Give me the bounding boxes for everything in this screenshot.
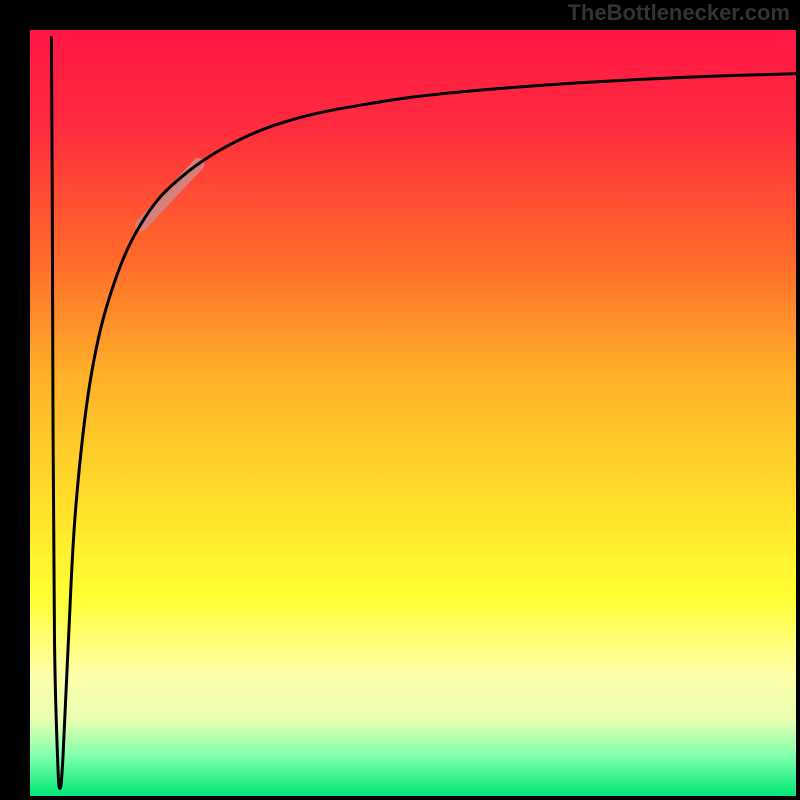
chart-svg bbox=[0, 0, 800, 800]
axis-frame-left bbox=[0, 0, 30, 800]
watermark-text: TheBottlenecker.com bbox=[567, 0, 790, 26]
chart-container: TheBottlenecker.com bbox=[0, 0, 800, 800]
gradient-background bbox=[30, 30, 796, 796]
axis-frame-bottom bbox=[0, 796, 800, 800]
